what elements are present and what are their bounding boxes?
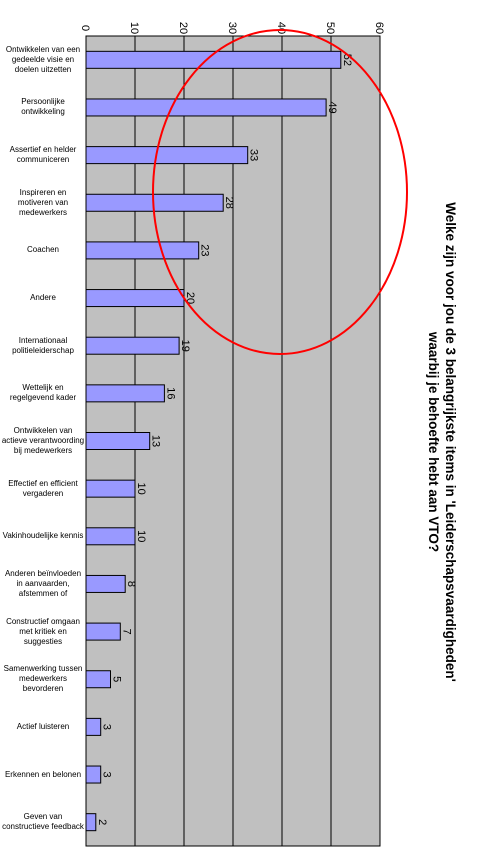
bar xyxy=(85,432,151,450)
category-label: Assertief en helder communiceren xyxy=(9,145,77,164)
bar xyxy=(85,146,249,165)
tick-label: 20 xyxy=(177,22,189,34)
data-label: 19 xyxy=(179,340,191,352)
bar xyxy=(85,813,97,832)
category-label: Ontwikkelen van actieve verantwoording b… xyxy=(1,426,85,455)
category-label: Erkennen en belonen xyxy=(4,770,82,779)
bar xyxy=(85,336,180,355)
tick-label: 10 xyxy=(128,22,140,34)
category-label: Inspireren en motiveren van medewerkers xyxy=(17,188,69,217)
category-label: Samenwerking tussen medewerkers bevorder… xyxy=(3,664,83,693)
category-label: Actief luisteren xyxy=(16,722,70,731)
tick-label: 60 xyxy=(373,22,385,34)
category-label: Anderen beïnvloeden in aanvaarden, afste… xyxy=(4,569,82,598)
bars xyxy=(85,50,342,832)
data-label: 13 xyxy=(150,435,162,447)
data-label: 33 xyxy=(248,149,260,161)
bar xyxy=(85,289,185,308)
gridlines xyxy=(134,36,332,846)
data-label: 28 xyxy=(223,197,235,209)
data-label: 3 xyxy=(101,724,113,730)
category-label: Vakinhoudelijke kennis xyxy=(2,531,84,540)
category-label: Geven van constructieve feedback xyxy=(2,812,84,831)
category-label: Persoonlijke ontwikkeling xyxy=(21,97,65,116)
highlight-ellipse xyxy=(152,29,408,355)
chart-title-line-2: waarbij je behoefte hebt aan VTO? xyxy=(426,331,441,552)
data-label: 2 xyxy=(96,819,108,825)
category-label: Andere xyxy=(30,293,56,302)
bar xyxy=(85,622,121,641)
bar xyxy=(85,574,126,593)
bar xyxy=(85,765,102,784)
chart-title-line-1: Welke zijn voor jou de 3 belangrijkste i… xyxy=(443,202,458,682)
data-label: 8 xyxy=(125,581,137,587)
category-label: Wettelijk en regelgevend kader xyxy=(9,383,77,402)
bar xyxy=(85,527,136,546)
category-label: Constructief omgaan met kritiek en sugge… xyxy=(6,617,80,646)
category-label: Coachen xyxy=(26,245,60,254)
tick-label: 0 xyxy=(79,25,91,31)
tick-label: 30 xyxy=(226,22,238,34)
tick-label: 50 xyxy=(324,22,336,34)
data-label: 49 xyxy=(326,101,338,113)
data-label: 23 xyxy=(199,244,211,256)
data-label: 7 xyxy=(120,629,132,635)
category-label: Internationaal politieleiderschap xyxy=(12,336,74,355)
bar xyxy=(85,670,111,689)
bar xyxy=(85,241,200,260)
tick-label: 40 xyxy=(275,22,287,34)
bar xyxy=(85,479,136,498)
category-label: Effectief en efficient vergaderen xyxy=(8,479,78,498)
category-label: Ontwikkelen van een gedeelde visie en do… xyxy=(5,45,81,74)
tick-labels: 0 10 20 30 40 50 60 xyxy=(79,22,385,34)
bar xyxy=(85,717,102,736)
bar xyxy=(85,98,327,117)
data-label: 16 xyxy=(164,387,176,399)
data-label: 52 xyxy=(341,54,353,66)
data-label: 10 xyxy=(135,483,147,495)
bar xyxy=(85,50,342,69)
data-label: 10 xyxy=(135,530,147,542)
data-label: 5 xyxy=(111,676,123,682)
data-label: 3 xyxy=(101,771,113,777)
bar xyxy=(85,384,165,403)
